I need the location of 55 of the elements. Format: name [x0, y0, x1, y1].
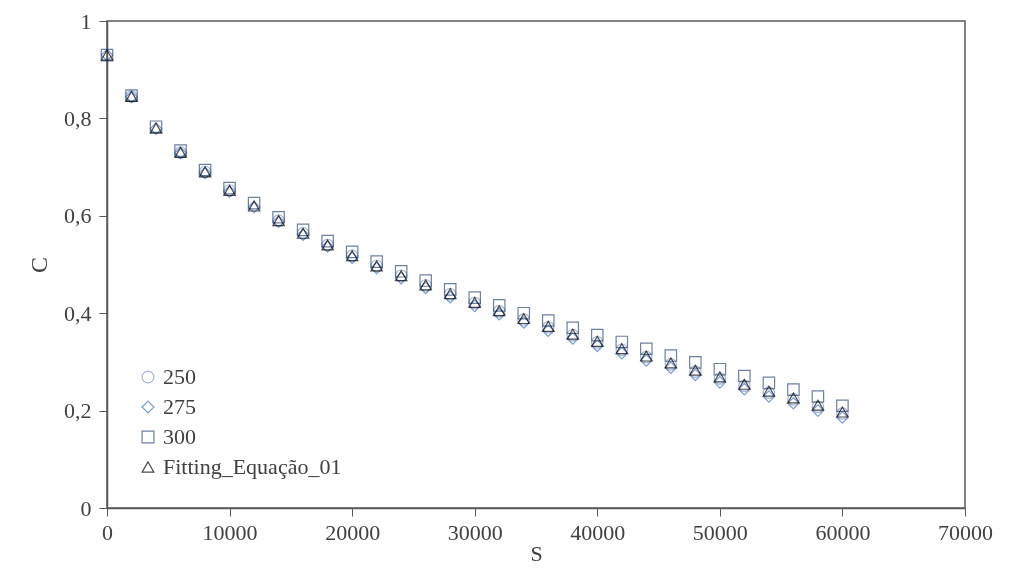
point: [566, 321, 580, 335]
point: [615, 335, 629, 349]
point: [296, 223, 310, 237]
point: [541, 314, 555, 327]
point: [689, 368, 702, 382]
point: [345, 245, 359, 259]
x-tick-label: 70000: [938, 519, 993, 545]
legend-label: 250: [163, 364, 196, 389]
y-tick-label: 0,4: [64, 300, 92, 326]
x-tick-label: 60000: [815, 519, 871, 545]
point: [836, 411, 849, 424]
point: [321, 234, 334, 248]
x-tick-label: 30000: [447, 519, 503, 545]
x-tick-label: 0: [102, 519, 113, 545]
y-tick-label: 0,6: [64, 203, 92, 229]
y-tick-label: 1: [80, 8, 92, 34]
point: [566, 332, 580, 345]
x-axis-title: S: [530, 540, 543, 566]
point: [541, 324, 555, 338]
point: [762, 376, 776, 390]
point: [836, 399, 849, 413]
point: [468, 291, 482, 304]
x-tick-label: 20000: [325, 519, 381, 545]
x-tick-label: 40000: [570, 519, 626, 545]
legend-label: 275: [163, 394, 196, 419]
legend-label: 300: [163, 424, 196, 449]
point: [590, 328, 604, 342]
point: [394, 265, 408, 278]
point: [811, 390, 825, 403]
point: [811, 404, 825, 417]
y-tick-label: 0,2: [64, 398, 92, 424]
point: [738, 369, 751, 383]
y-tick-label: 0,8: [64, 105, 92, 131]
y-tick-label: 0: [80, 495, 92, 521]
point: [443, 283, 457, 296]
point: [419, 274, 432, 287]
x-tick-label: 10000: [202, 519, 258, 545]
y-axis-title: C: [26, 256, 52, 274]
legend-label: Fitting_Equação_01: [163, 454, 342, 479]
point: [713, 362, 727, 376]
point: [689, 356, 702, 369]
point: [640, 342, 653, 356]
point: [590, 339, 604, 353]
x-tick-label: 50000: [692, 519, 748, 545]
point: [492, 299, 506, 312]
point: [664, 349, 678, 362]
point: [787, 396, 800, 410]
point: [370, 255, 383, 268]
point: [664, 361, 678, 375]
point: [713, 376, 727, 389]
point: [517, 306, 531, 320]
point: [762, 390, 776, 403]
point: [272, 210, 285, 224]
point: [640, 354, 653, 367]
point: [787, 383, 800, 396]
